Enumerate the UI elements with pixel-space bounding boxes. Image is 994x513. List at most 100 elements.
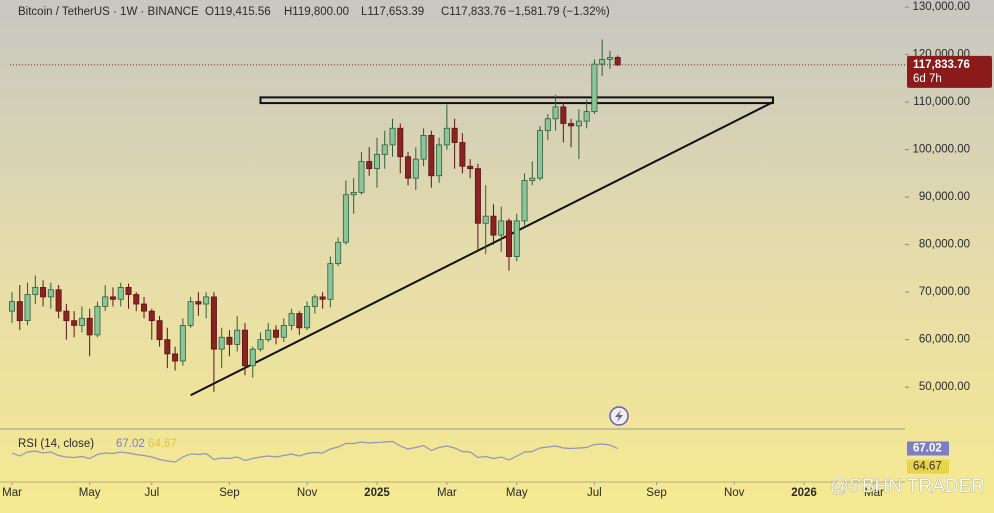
- candle-body: [575, 120, 582, 127]
- candle-body: [288, 313, 295, 326]
- candle-body: [179, 324, 186, 362]
- y-tick-label: 110,000.00: [913, 96, 970, 108]
- candle-body: [234, 329, 241, 345]
- candle-body: [16, 301, 23, 322]
- candle-body: [412, 158, 419, 179]
- price-tag: 117,833.76 6d 7h: [907, 55, 992, 88]
- candle-body: [304, 305, 311, 329]
- lightning-glyph: [615, 410, 623, 422]
- price-tag-label: 117,833.76: [913, 59, 970, 71]
- y-tick-label: 100,000.00: [912, 144, 970, 156]
- candle-body: [397, 127, 404, 158]
- candle-body: [148, 310, 155, 322]
- candle-body: [560, 106, 567, 124]
- y-tick-label: 90,000.00: [919, 191, 970, 203]
- candle-body: [133, 294, 140, 305]
- candle-body: [436, 144, 443, 177]
- candle-body: [420, 134, 427, 160]
- candle-body: [102, 296, 109, 307]
- candle-body: [273, 329, 280, 338]
- candle-body: [257, 339, 264, 350]
- candle-body: [451, 127, 458, 143]
- candle-body: [210, 296, 217, 350]
- candle-body: [482, 215, 489, 224]
- candle-body: [498, 220, 505, 236]
- x-tick-label: Mar: [864, 487, 884, 499]
- rsi-tag-bg: [907, 441, 949, 456]
- candle-body: [474, 168, 481, 224]
- candle-body: [513, 220, 520, 257]
- candle-body: [24, 294, 31, 322]
- candle-body: [467, 165, 474, 170]
- price-tag-bg: [907, 55, 992, 88]
- candle-body: [606, 57, 613, 60]
- candle-body: [381, 144, 388, 155]
- candle-body: [591, 63, 598, 113]
- candle-body: [335, 241, 342, 265]
- x-tick-label: Sep: [219, 487, 239, 499]
- x-tick-label: Nov: [724, 487, 745, 499]
- candle-body: [529, 177, 536, 181]
- candle-body: [389, 127, 396, 146]
- candle-body: [241, 329, 248, 367]
- candle-body: [86, 317, 93, 336]
- x-tick-label: Nov: [297, 487, 318, 499]
- candle-body: [614, 57, 621, 66]
- y-tick-label: 50,000.00: [919, 381, 970, 393]
- candle-body: [280, 324, 287, 338]
- x-tick-label: Mar: [437, 487, 457, 499]
- open-label: O119,415.56: [205, 6, 271, 18]
- x-tick-label: 2025: [364, 487, 390, 499]
- candle-body: [366, 161, 373, 170]
- y-tick-label: 130,000.00: [912, 1, 970, 13]
- candle-body: [505, 220, 512, 257]
- rsi-line: [11, 440, 618, 463]
- candle-body: [226, 336, 233, 345]
- rsi-ma-tag-bg: [907, 459, 949, 474]
- candle-body: [78, 317, 85, 326]
- candle-body: [327, 263, 334, 300]
- candle-body: [55, 289, 62, 312]
- x-tick-label: 2026: [791, 487, 817, 499]
- y-tick-label: 70,000.00: [919, 286, 970, 298]
- candle-body: [521, 180, 528, 222]
- candle-body: [443, 127, 450, 146]
- rsi-label: RSI (14, close): [18, 438, 94, 450]
- close-label: C117,833.76: [441, 6, 506, 18]
- rsi-ma-value: 64.67: [148, 438, 177, 450]
- candle-body: [537, 130, 544, 179]
- watermark: @SBHN TRADER: [830, 476, 985, 497]
- candle-body: [195, 301, 202, 305]
- candle-body: [296, 313, 303, 329]
- candle-body: [583, 111, 590, 122]
- candle-body: [544, 118, 551, 132]
- candle-body: [40, 286, 47, 298]
- rsi-ma-tag: 64.67: [913, 461, 942, 473]
- candle-body: [311, 296, 318, 307]
- candle-body: [164, 339, 171, 355]
- candle-body: [459, 142, 466, 167]
- candle-body: [265, 329, 272, 341]
- candle-body: [599, 58, 606, 65]
- x-tick-label: Jul: [587, 487, 602, 499]
- candle-body: [125, 286, 132, 295]
- y-tick-label: 80,000.00: [919, 239, 970, 251]
- candle-body: [32, 286, 39, 295]
- candle-body: [117, 286, 124, 300]
- candle-body: [428, 134, 435, 177]
- y-tick-label: 60,000.00: [919, 334, 970, 346]
- candle-body: [109, 296, 116, 300]
- candle-body: [319, 296, 326, 300]
- candle-body: [373, 153, 380, 170]
- candle-body: [568, 123, 575, 127]
- candle-body: [249, 348, 256, 367]
- candle-body: [71, 320, 78, 326]
- candle-body: [342, 194, 349, 243]
- trendline: [190, 101, 774, 397]
- candle-body: [9, 301, 16, 312]
- candle-body: [350, 191, 357, 196]
- change-label: −1,581.79 (−1.32%): [508, 6, 610, 18]
- candle-body: [203, 296, 210, 305]
- candle-body: [358, 161, 365, 193]
- candle-body: [187, 301, 194, 326]
